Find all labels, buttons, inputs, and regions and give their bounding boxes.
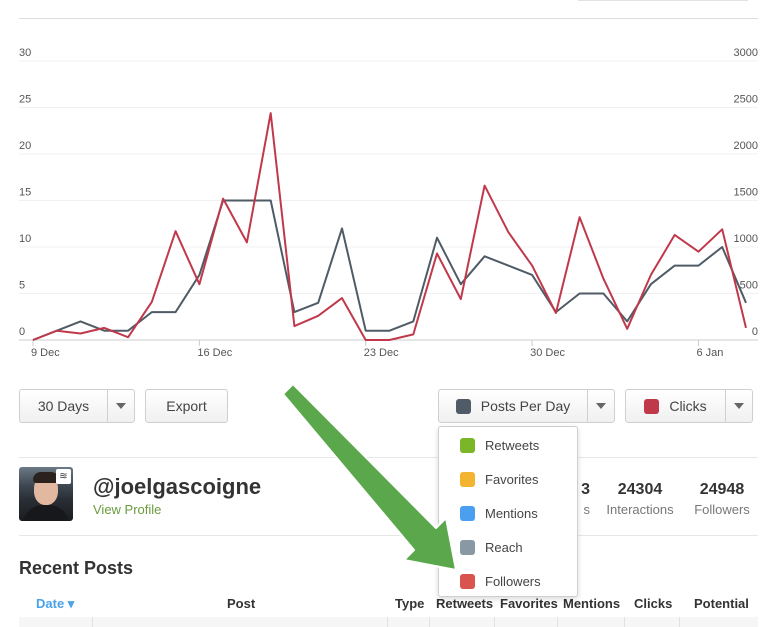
dropdown-item-mentions[interactable]: Mentions [439,496,577,530]
top-divider [19,18,758,19]
stat-value: 24304 [617,481,663,498]
y-left-tick-label: 0 [19,326,25,338]
y-right-tick-label: 2000 [734,140,758,152]
y-right-tick-label: 1000 [734,233,758,245]
column-divider [92,617,93,627]
chevron-down-icon[interactable] [107,390,134,422]
posts-clicks-chart: 0 5 10 15 20 25 30 0 500 1000 1500 2000 2500 3000 9 … [19,47,758,359]
export-button[interactable]: Export [145,389,228,423]
x-tick-label: 16 Dec [197,347,232,359]
reach-color-swatch [460,539,475,555]
stat-followers: 24948 Followers [689,481,755,517]
column-retweets[interactable]: Retweets [436,596,494,611]
right-metric-label: Clicks [669,398,707,414]
table-row[interactable] [19,617,758,627]
stat-value: 3 [581,481,590,498]
column-clicks[interactable]: Clicks [634,596,673,611]
section-divider [19,535,758,536]
stat-value: 24948 [699,481,745,498]
stat-label: Interactions [606,502,674,517]
arrow-icon [282,383,457,571]
y-left-tick-label: 5 [19,280,25,292]
range-select-label: 30 Days [37,398,90,414]
x-tick-label: 30 Dec [530,347,565,359]
layers-icon: ≋ [56,469,71,484]
column-potential[interactable]: Potential [694,596,749,611]
favorites-color-swatch [460,471,475,487]
y-left-tick-label: 30 [19,47,31,59]
dropdown-item-label: Favorites [485,471,539,487]
chevron-down-icon[interactable] [725,390,752,422]
y-left-tick-label: 15 [19,187,31,199]
avatar-hair [33,472,59,483]
y-right-tick-label: 2500 [734,94,758,106]
dropdown-item-followers[interactable]: Followers [439,564,577,598]
column-divider [679,617,680,627]
column-mentions[interactable]: Mentions [563,596,621,611]
column-divider [494,617,495,627]
stat-label: Followers [694,502,750,517]
column-favorites[interactable]: Favorites [500,596,558,611]
y-right-tick-label: 0 [752,326,758,338]
posts-color-swatch [455,398,471,414]
retweets-color-swatch [460,437,475,453]
recent-posts-title: Recent Posts [19,558,134,578]
column-date[interactable]: Date ▾ [36,596,75,611]
section-divider [19,457,758,458]
posts-per-day-line [32,199,747,341]
clicks-color-swatch [644,398,660,414]
chart-grid [19,60,758,346]
stat-partial: 3 s [560,481,590,517]
export-label: Export [166,398,207,414]
view-profile-link[interactable]: View Profile [93,502,162,517]
x-axis-ticks: 9 Dec 16 Dec 23 Dec 30 Dec 6 Jan [31,347,723,359]
right-metric-select[interactable]: Clicks [625,389,753,423]
dropdown-item-retweets[interactable]: Retweets [439,428,577,462]
range-select-button[interactable]: 30 Days [19,389,135,423]
top-tab-edge [578,0,748,1]
dropdown-item-favorites[interactable]: Favorites [439,462,577,496]
column-divider [429,617,430,627]
right-axis-ticks: 0 500 1000 1500 2000 2500 3000 [734,47,758,338]
x-tick-label: 6 Jan [696,347,723,359]
column-divider [624,617,625,627]
left-metric-label: Posts Per Day [480,398,571,414]
x-tick-label: 23 Dec [364,347,399,359]
dropdown-item-label: Reach [485,539,523,555]
left-metric-select[interactable]: Posts Per Day [438,389,615,423]
chevron-down-icon[interactable] [587,390,614,422]
y-right-tick-label: 1500 [734,187,758,199]
posts-table-header: Date ▾ Post Type Retweets Favorites Ment… [19,596,758,616]
column-divider [387,617,388,627]
y-left-tick-label: 25 [19,94,31,106]
column-divider [557,617,558,627]
left-axis-ticks: 0 5 10 15 20 25 30 [19,47,31,338]
y-right-tick-label: 3000 [734,47,758,59]
dropdown-item-reach[interactable]: Reach [439,530,577,564]
followers-color-swatch [460,573,475,589]
avatar-shirt [23,505,69,521]
dropdown-item-label: Retweets [485,437,540,453]
chart-series [32,112,747,341]
stat-label: s [583,502,591,517]
dropdown-item-label: Mentions [485,505,538,521]
y-left-tick-label: 10 [19,233,31,245]
metric-dropdown-menu: Retweets Favorites Mentions Reach Follow… [438,426,578,597]
clicks-line [32,112,747,341]
profile-handle: @joelgascoigne [93,474,262,499]
dropdown-item-label: Followers [485,573,541,589]
column-type[interactable]: Type [395,596,425,611]
y-left-tick-label: 20 [19,140,31,152]
x-tick-label: 9 Dec [31,347,60,359]
mentions-color-swatch [460,505,475,521]
avatar[interactable]: ≋ [19,467,73,521]
column-post[interactable]: Post [227,596,256,611]
stat-interactions: 24304 Interactions [603,481,677,517]
y-right-tick-label: 500 [740,280,758,292]
